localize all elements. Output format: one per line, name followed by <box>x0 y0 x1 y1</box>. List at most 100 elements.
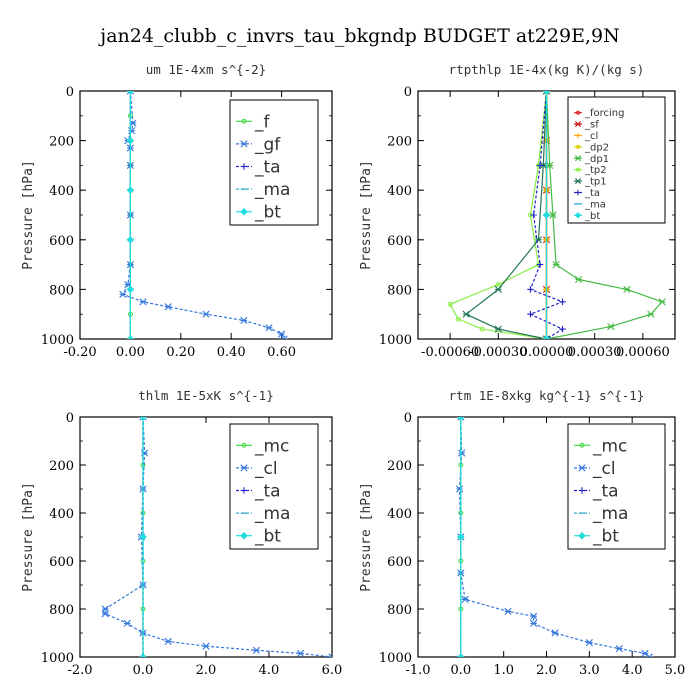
x-tick-label: 4.0 <box>622 663 643 678</box>
x-tick-label: -1.0 <box>405 663 430 678</box>
data-point_bt <box>542 335 551 339</box>
data-point_dp1 <box>658 298 666 306</box>
y-axis-title: Pressure [hPa] <box>359 160 374 270</box>
series-group <box>447 91 666 339</box>
x-tick-label: 0.60 <box>267 345 296 360</box>
legend-marker <box>575 189 581 196</box>
y-axis-title: Pressure [hPa] <box>21 482 36 592</box>
panel-2: rtpthlp 1E-4x(kg K)/(kg s) 0 200 400 600 800 1… <box>359 62 676 360</box>
data-point_ta <box>559 298 566 305</box>
legend-label: _bt <box>592 527 619 547</box>
x-tick-label: 0.00000 <box>520 345 574 360</box>
data-point_tp1 <box>494 325 502 333</box>
panel-4: rtm 1E-8xkg kg^{-1} s^{-1} 0 200 400 600 800 1… <box>359 388 685 678</box>
y-tick-label: 1000 <box>41 333 74 348</box>
data-point_cl <box>530 619 538 627</box>
data-point_cl <box>645 653 653 657</box>
legend-label: _cl <box>584 131 598 142</box>
legend-marker <box>579 442 585 448</box>
legend-marker <box>574 212 582 219</box>
data-point_ta <box>536 261 544 268</box>
legend-label: _ta <box>592 481 619 501</box>
series-line_tp2 <box>449 91 548 339</box>
legend-label: _ma <box>254 504 290 524</box>
data-point_dp1 <box>575 275 583 284</box>
data-point_bt <box>126 335 135 339</box>
series-line_dp1 <box>545 91 664 339</box>
y-tick-label: 800 <box>49 603 74 618</box>
data-point_tp2 <box>495 281 501 287</box>
x-tick-label: -0.20 <box>63 345 96 360</box>
data-point_bt <box>542 211 551 219</box>
x-tick-label: -0.00060 <box>421 345 479 360</box>
legend-marker <box>241 118 247 124</box>
x-tick-label: 0.00060 <box>616 345 670 360</box>
y-tick-label: 0 <box>404 85 412 100</box>
legend-label: _f <box>254 112 271 132</box>
panel-title: rtm 1E-8xkg kg^{-1} s^{-1} <box>449 388 645 403</box>
x-tick-label: 6.0 <box>322 663 343 678</box>
legend-label: _dp2 <box>584 142 609 153</box>
data-point_cl <box>458 449 466 457</box>
y-axis-title: Pressure [hPa] <box>359 482 374 592</box>
data-point_ta <box>559 325 566 333</box>
legend-label: _cl <box>254 459 278 479</box>
data-point_cl <box>164 637 172 645</box>
y-tick-label: 400 <box>49 184 74 199</box>
data-point_tp1 <box>494 285 502 293</box>
legend-label: _ma <box>592 504 628 524</box>
legend-marker <box>578 531 586 540</box>
x-tick-label: 3.0 <box>579 663 600 678</box>
series-group <box>101 417 332 657</box>
y-tick-label: 400 <box>387 184 412 199</box>
data-point_cl <box>328 653 332 657</box>
x-tick-label: 0.0 <box>133 663 154 678</box>
legend-marker <box>575 178 581 185</box>
legend-label: _tp1 <box>584 177 607 188</box>
legend: _mc _cl_ta _ma _bt <box>567 423 666 550</box>
data-point_bt <box>139 417 147 421</box>
data-point_ta <box>536 162 544 169</box>
data-point_gf <box>280 335 288 339</box>
series-group <box>119 91 288 339</box>
legend-label: _cl <box>592 459 616 479</box>
y-tick-label: 600 <box>49 234 74 249</box>
data-point_bt <box>126 186 135 194</box>
data-point_cl <box>123 619 131 627</box>
series-line_cl <box>458 417 650 657</box>
legend-marker <box>240 487 248 494</box>
data-point_bt <box>457 533 465 541</box>
legend-label: _bt <box>254 203 281 223</box>
legend-marker <box>575 144 581 150</box>
legend-label: _tp2 <box>584 165 607 176</box>
y-tick-label: 400 <box>387 507 412 522</box>
x-tick-label: 0.00 <box>116 345 145 360</box>
data-point_bt <box>126 285 135 294</box>
legend-label: _ta <box>254 157 281 177</box>
y-tick-label: 200 <box>49 459 74 474</box>
x-tick-label: -2.0 <box>67 663 92 678</box>
legend-marker <box>575 121 581 128</box>
legend-label: _mc <box>254 436 289 456</box>
x-tick-label: -0.00030 <box>469 345 527 360</box>
y-tick-label: 200 <box>387 459 412 474</box>
legend-marker <box>240 140 248 148</box>
legend-marker <box>240 464 248 472</box>
data-point_cl <box>461 595 469 603</box>
data-point_ta <box>527 286 534 293</box>
legend-label: _mc <box>592 436 627 456</box>
panel-title: rtpthlp 1E-4x(kg K)/(kg s) <box>449 62 645 77</box>
panel-title: um 1E-4xm s^{-2} <box>146 62 266 77</box>
legend-label: _forcing <box>584 108 625 119</box>
data-point_cl <box>551 629 559 637</box>
legend-label: _bt <box>584 211 600 222</box>
x-tick-label: 0.0 <box>450 663 471 678</box>
data-point_dp1 <box>552 261 560 269</box>
y-tick-label: 800 <box>387 283 412 298</box>
data-point_bt <box>126 91 135 95</box>
legend: _forcing_sf_cl_dp2_dp1_tp2_tp1_ta_ma_bt <box>567 96 666 224</box>
y-tick-label: 1000 <box>41 651 74 666</box>
legend-box <box>567 96 666 224</box>
data-point_dp1 <box>549 211 557 219</box>
